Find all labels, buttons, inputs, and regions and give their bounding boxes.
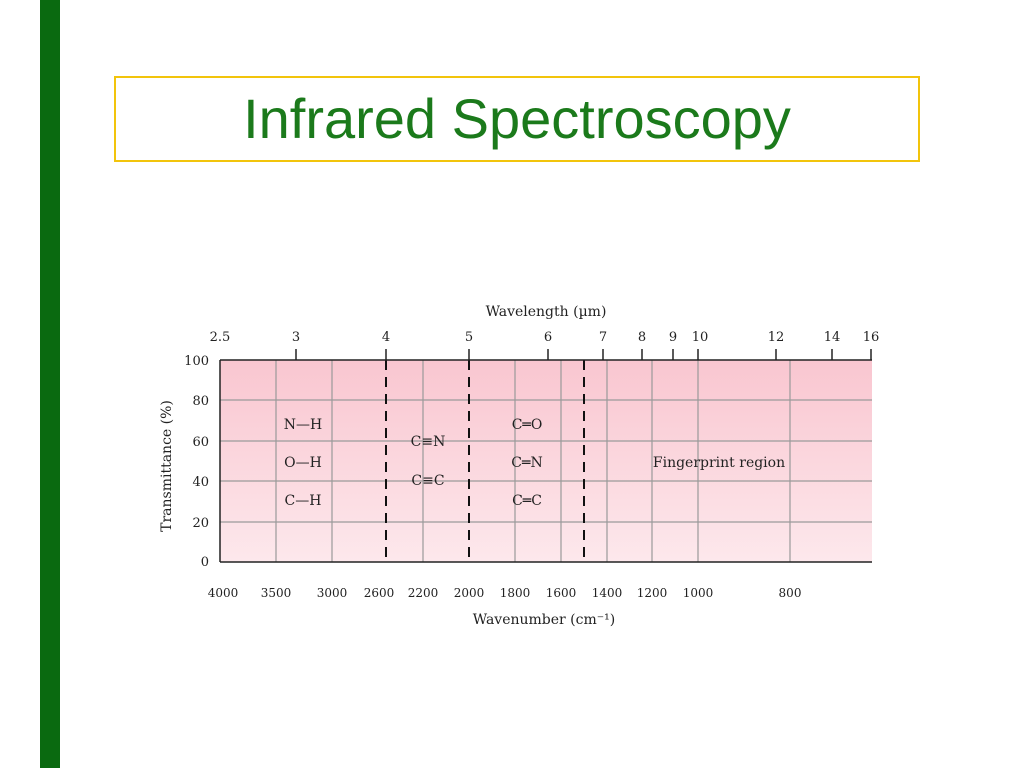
top-tick-label: 2.5: [210, 330, 231, 345]
bottom-axis-label: Wavenumber (cm⁻¹): [473, 612, 615, 628]
top-tick-label: 16: [863, 330, 880, 345]
top-tick-label: 14: [824, 330, 841, 345]
y-tick-label: 80: [192, 394, 209, 409]
horizontal-gridlines: [220, 399, 872, 523]
title-box: Infrared Spectroscopy: [114, 76, 920, 162]
top-tick-label: 9: [669, 330, 677, 345]
y-tick-label: 60: [192, 435, 209, 450]
vertical-gridlines: [275, 360, 791, 562]
bottom-tick-label: 1600: [546, 586, 577, 600]
top-tick-label: 10: [692, 330, 709, 345]
bond-label-cn-triple: C≡N: [411, 434, 446, 450]
top-tick-label: 8: [638, 330, 646, 345]
top-tick-marks: [295, 349, 872, 360]
bond-label-co-double: C═O: [512, 417, 543, 433]
plot-frame: [219, 359, 872, 563]
y-axis-label: Transmittance (%): [159, 400, 175, 532]
y-tick-label: 0: [201, 555, 209, 570]
top-tick-label: 3: [292, 330, 300, 345]
top-tick-label: 4: [382, 330, 390, 345]
bottom-tick-label: 2000: [454, 586, 485, 600]
bond-label-cn-double: C═N: [511, 455, 542, 471]
top-tick-label: 5: [465, 330, 473, 345]
side-accent-bar: [40, 0, 60, 768]
bottom-tick-label: 4000: [208, 586, 239, 600]
top-tick-label: 12: [768, 330, 785, 345]
bond-label-oh: O—H: [284, 455, 322, 471]
bottom-tick-label: 2600: [364, 586, 395, 600]
y-tick-label: 40: [192, 475, 209, 490]
bottom-tick-label: 1200: [637, 586, 668, 600]
bond-label-ch: C—H: [285, 493, 322, 509]
fingerprint-region-label: Fingerprint region: [653, 455, 785, 471]
top-tick-label: 6: [544, 330, 552, 345]
y-tick-label: 100: [184, 354, 209, 369]
bottom-tick-label: 3500: [261, 586, 292, 600]
bond-label-cc-double: C═C: [512, 493, 542, 509]
bottom-tick-label: 2200: [408, 586, 439, 600]
bottom-tick-label: 3000: [317, 586, 348, 600]
bottom-tick-label: 1400: [592, 586, 623, 600]
bond-label-nh: N—H: [284, 417, 322, 433]
bottom-tick-label: 1000: [683, 586, 714, 600]
bottom-tick-label: 1800: [500, 586, 531, 600]
plot-area: [220, 360, 872, 562]
bottom-tick-label: 800: [779, 586, 802, 600]
slide-title: Infrared Spectroscopy: [243, 87, 791, 150]
bond-label-cc-triple: C≡C: [411, 473, 444, 489]
top-axis-label: Wavelength (µm): [486, 304, 607, 320]
top-tick-label: 7: [599, 330, 607, 345]
y-tick-label: 20: [192, 516, 209, 531]
